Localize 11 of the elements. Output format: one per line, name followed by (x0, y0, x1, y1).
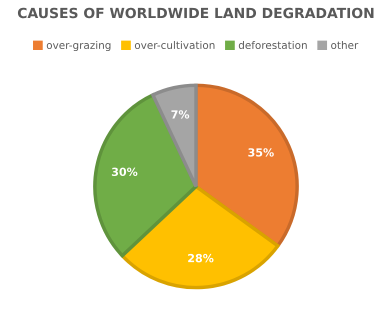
data-label: 7% (171, 110, 190, 119)
data-label: 30% (112, 168, 138, 176)
legend-label: over-grazing (46, 40, 110, 52)
legend-label: other (331, 40, 358, 50)
legend-label: over-cultivation (134, 40, 214, 50)
pie-slice (120, 184, 280, 290)
pie-slice (151, 84, 198, 188)
chart-title: CAUSES OF WORLDWIDE LAND DEGRADATION (18, 8, 374, 18)
data-label: 28% (188, 254, 214, 262)
legend-label: deforestation (238, 40, 307, 50)
data-label: 35% (248, 148, 274, 157)
